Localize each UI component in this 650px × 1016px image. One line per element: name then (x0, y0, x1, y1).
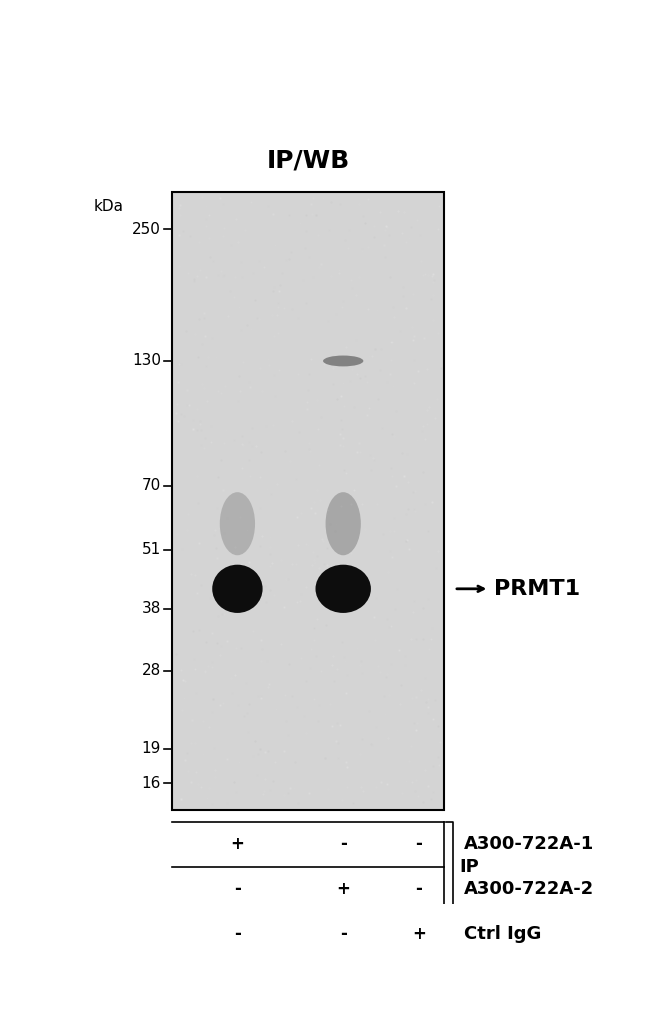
Text: IP: IP (459, 858, 479, 876)
Text: PRMT1: PRMT1 (494, 579, 580, 598)
Text: A300-722A-1: A300-722A-1 (464, 835, 594, 853)
Text: 16: 16 (142, 776, 161, 790)
Ellipse shape (220, 492, 255, 556)
Text: -: - (340, 835, 346, 853)
Text: IP/WB: IP/WB (266, 148, 350, 173)
Ellipse shape (323, 356, 363, 367)
Text: kDa: kDa (94, 199, 124, 213)
Text: Ctrl IgG: Ctrl IgG (464, 925, 541, 943)
Text: -: - (234, 925, 241, 943)
Text: +: + (231, 835, 244, 853)
Text: 70: 70 (142, 479, 161, 494)
Ellipse shape (326, 492, 361, 556)
Text: 19: 19 (142, 742, 161, 756)
Text: 51: 51 (142, 543, 161, 557)
Ellipse shape (315, 565, 371, 613)
Text: +: + (336, 880, 350, 898)
Ellipse shape (212, 565, 263, 613)
Text: +: + (412, 925, 426, 943)
Text: 38: 38 (142, 601, 161, 617)
Text: 250: 250 (132, 221, 161, 237)
FancyBboxPatch shape (172, 192, 444, 811)
Text: -: - (340, 925, 346, 943)
Text: 28: 28 (142, 663, 161, 678)
Text: -: - (415, 835, 423, 853)
Text: -: - (415, 880, 423, 898)
Text: 130: 130 (132, 354, 161, 369)
Text: A300-722A-2: A300-722A-2 (464, 880, 594, 898)
Text: -: - (234, 880, 241, 898)
